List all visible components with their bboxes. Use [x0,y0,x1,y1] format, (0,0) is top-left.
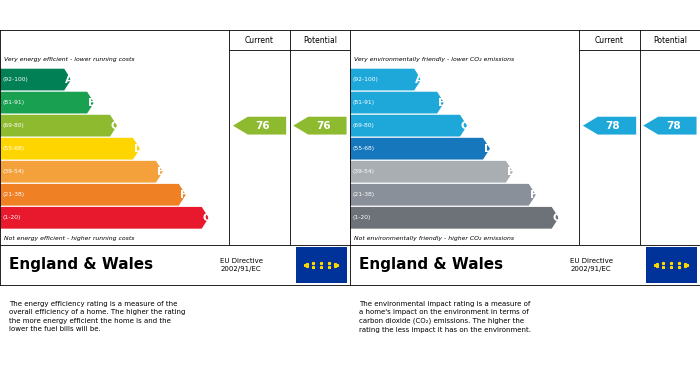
Text: F: F [529,190,537,200]
Text: A: A [415,75,424,84]
Polygon shape [0,184,186,206]
Text: C: C [461,121,469,131]
Text: 76: 76 [256,121,270,131]
Polygon shape [350,115,467,136]
Polygon shape [0,92,94,113]
Text: The environmental impact rating is a measure of
a home's impact on the environme: The environmental impact rating is a mea… [358,301,531,333]
Text: G: G [552,213,561,223]
Text: G: G [202,213,211,223]
Text: EU Directive
2002/91/EC: EU Directive 2002/91/EC [570,258,613,272]
Polygon shape [0,161,163,183]
Polygon shape [293,117,346,135]
Polygon shape [350,207,559,229]
Polygon shape [0,69,71,90]
Text: (1-20): (1-20) [3,215,21,220]
Polygon shape [583,117,636,135]
Text: (92-100): (92-100) [3,77,29,82]
Text: Not energy efficient - higher running costs: Not energy efficient - higher running co… [4,236,134,241]
Text: Current: Current [245,36,274,45]
Text: (1-20): (1-20) [353,215,371,220]
Text: England & Wales: England & Wales [8,258,153,273]
Polygon shape [350,138,490,160]
Polygon shape [0,207,209,229]
Text: B: B [438,98,446,108]
Text: 78: 78 [666,121,680,131]
Text: Energy Efficiency Rating: Energy Efficiency Rating [7,9,169,22]
Text: D: D [134,143,143,154]
Text: 78: 78 [606,121,620,131]
Text: D: D [484,143,493,154]
Polygon shape [0,138,140,160]
Text: E: E [157,167,164,177]
Text: England & Wales: England & Wales [358,258,503,273]
Text: EU Directive
2002/91/EC: EU Directive 2002/91/EC [220,258,263,272]
Text: B: B [88,98,96,108]
Polygon shape [350,69,421,90]
Text: Potential: Potential [303,36,337,45]
Text: Potential: Potential [653,36,687,45]
Text: A: A [65,75,74,84]
Bar [295,247,346,283]
Text: 76: 76 [316,121,330,131]
Text: C: C [111,121,119,131]
Text: (21-38): (21-38) [3,192,25,197]
Polygon shape [0,115,117,136]
Text: (92-100): (92-100) [353,77,379,82]
Text: Environmental Impact (CO₂) Rating: Environmental Impact (CO₂) Rating [357,9,589,22]
Polygon shape [643,117,696,135]
Bar [645,247,696,283]
Text: Not environmentally friendly - higher CO₂ emissions: Not environmentally friendly - higher CO… [354,236,514,241]
Polygon shape [350,184,536,206]
Text: Very energy efficient - lower running costs: Very energy efficient - lower running co… [4,57,134,62]
Text: (69-80): (69-80) [3,123,25,128]
Text: Current: Current [595,36,624,45]
Text: (69-80): (69-80) [353,123,375,128]
Text: The energy efficiency rating is a measure of the
overall efficiency of a home. T: The energy efficiency rating is a measur… [8,301,185,332]
Polygon shape [350,161,513,183]
Text: E: E [507,167,514,177]
Text: (39-54): (39-54) [353,169,375,174]
Polygon shape [233,117,286,135]
Text: (81-91): (81-91) [353,100,375,105]
Text: (21-38): (21-38) [353,192,375,197]
Text: (55-68): (55-68) [3,146,25,151]
Text: (39-54): (39-54) [3,169,25,174]
Text: Very environmentally friendly - lower CO₂ emissions: Very environmentally friendly - lower CO… [354,57,514,62]
Text: F: F [179,190,187,200]
Text: (55-68): (55-68) [353,146,375,151]
Text: (81-91): (81-91) [3,100,25,105]
Polygon shape [350,92,444,113]
